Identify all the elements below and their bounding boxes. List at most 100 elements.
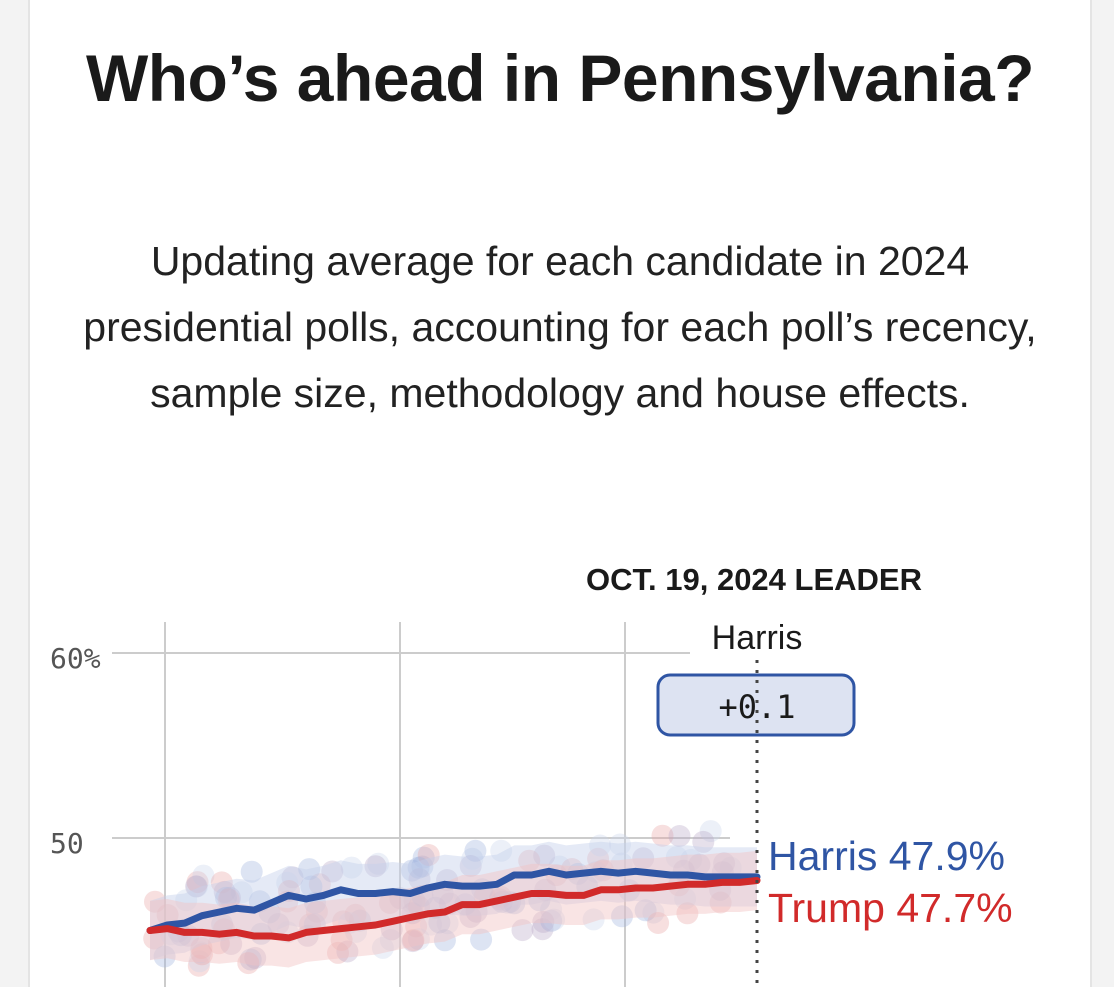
poll-dot [459, 906, 482, 928]
poll-dot [611, 905, 633, 928]
poll-dot [719, 856, 742, 879]
chart-subtitle: Updating average for each candidate in 2… [83, 238, 1037, 416]
poll-dot [364, 855, 387, 878]
poll-dot [464, 839, 487, 862]
poll-dot [188, 950, 211, 973]
poll-dot [213, 880, 236, 903]
poll-dot [680, 848, 703, 871]
poll-dot [459, 855, 482, 877]
poll-dot [408, 868, 431, 891]
poll-dot [189, 941, 212, 964]
poll-dot [240, 860, 263, 883]
poll-dot [688, 853, 711, 876]
poll-dot [308, 873, 331, 896]
y-tick-label-60: 60% [50, 642, 101, 675]
poll-dot [153, 945, 176, 968]
poll-dot [217, 888, 240, 911]
poll-dot [400, 891, 423, 914]
poll-dot [175, 889, 198, 912]
poll-average-chart: OCT. 19, 2024 LEADER Harris +0.1 60% 50 … [50, 562, 1013, 987]
poll-dot [651, 824, 674, 847]
poll-dot [244, 946, 267, 969]
leader-name: Harris [712, 619, 803, 657]
series-lines [146, 867, 761, 942]
poll-dot [340, 856, 363, 879]
poll-dot [699, 820, 722, 843]
poll-dot [518, 849, 541, 872]
leader-margin: +0.1 [718, 688, 795, 726]
poll-dot [379, 892, 401, 914]
poll-dot [327, 941, 349, 964]
chart-title: Who’s ahead in Pennsylvania? [85, 41, 1035, 115]
poll-dot [470, 928, 493, 951]
poll-dot [589, 834, 612, 857]
poll-dot [609, 833, 631, 856]
poll-dot [587, 847, 610, 870]
poll-dot [647, 912, 670, 934]
poll-dot [144, 890, 166, 913]
poll-dot [230, 881, 253, 904]
poll-dot [433, 929, 456, 952]
poll-dot [281, 866, 304, 889]
poll-dot [267, 913, 290, 935]
poll-dot [237, 952, 260, 975]
poll-dot [543, 908, 566, 931]
poll-dot [420, 913, 442, 936]
poll-dot [191, 943, 213, 966]
poll-dot [187, 954, 210, 977]
poll-dot [642, 901, 665, 924]
poll-dot [417, 844, 440, 866]
poll-dot [402, 929, 425, 952]
harris-end-label: Harris 47.9% [768, 833, 1005, 879]
poll-dot [379, 929, 402, 951]
trump-end-label: Trump 47.7% [768, 885, 1013, 931]
poll-dot [276, 871, 299, 894]
poll-dot [709, 891, 732, 914]
poll-dot [371, 936, 394, 959]
poll-dot [674, 887, 697, 910]
poll-dot [540, 909, 563, 932]
poll-dot [300, 875, 323, 898]
poll-dot [461, 847, 484, 870]
poll-dot [411, 855, 434, 878]
poll-dot [186, 871, 209, 894]
series-line-harris [146, 867, 761, 934]
poll-dot [582, 908, 605, 931]
poll-dot [428, 911, 451, 934]
poll-dot [634, 899, 657, 922]
poll-dot [336, 940, 359, 963]
poll-dot [185, 875, 208, 898]
poll-dot [305, 900, 328, 923]
poll-dot [692, 830, 715, 853]
poll-dot [207, 932, 230, 955]
poll-dot [220, 933, 243, 955]
poll-dot [407, 928, 430, 951]
poll-dot [436, 912, 459, 935]
poll-dot [532, 910, 555, 933]
poll-dot [321, 860, 344, 883]
poll-dot [490, 839, 513, 862]
left-border [0, 0, 30, 987]
poll-dot [192, 864, 215, 887]
poll-dot [210, 871, 233, 894]
poll-dot [713, 852, 736, 875]
poll-dot [533, 844, 556, 867]
poll-dot [298, 858, 321, 881]
poll-dot [219, 886, 241, 909]
leader-margin-badge: +0.1 [656, 673, 856, 737]
y-tick-label-50: 50 [50, 827, 84, 860]
series-line-trump [146, 877, 761, 942]
poll-dot [239, 948, 262, 971]
poll-dot [531, 918, 554, 941]
poll-dot [215, 886, 237, 909]
poll-dot [632, 847, 655, 870]
poll-dot [540, 898, 563, 921]
poll-dot [344, 903, 367, 926]
poll-dot [401, 930, 424, 953]
poll-dot [367, 852, 390, 875]
right-border [1090, 0, 1114, 987]
poll-dot [511, 919, 534, 942]
poll-dot [401, 859, 423, 882]
poll-dot [665, 846, 688, 869]
leader-heading: OCT. 19, 2024 LEADER [586, 562, 922, 597]
